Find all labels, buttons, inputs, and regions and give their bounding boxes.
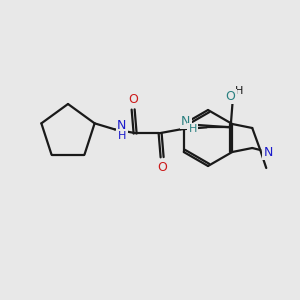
Text: O: O — [158, 161, 168, 174]
Text: H: H — [188, 124, 197, 134]
Text: H: H — [234, 86, 243, 96]
Text: N: N — [264, 146, 273, 158]
Text: O: O — [129, 93, 139, 106]
Text: H: H — [117, 131, 126, 141]
Text: O: O — [226, 90, 236, 103]
Text: N: N — [117, 119, 126, 132]
Text: N: N — [181, 115, 190, 128]
